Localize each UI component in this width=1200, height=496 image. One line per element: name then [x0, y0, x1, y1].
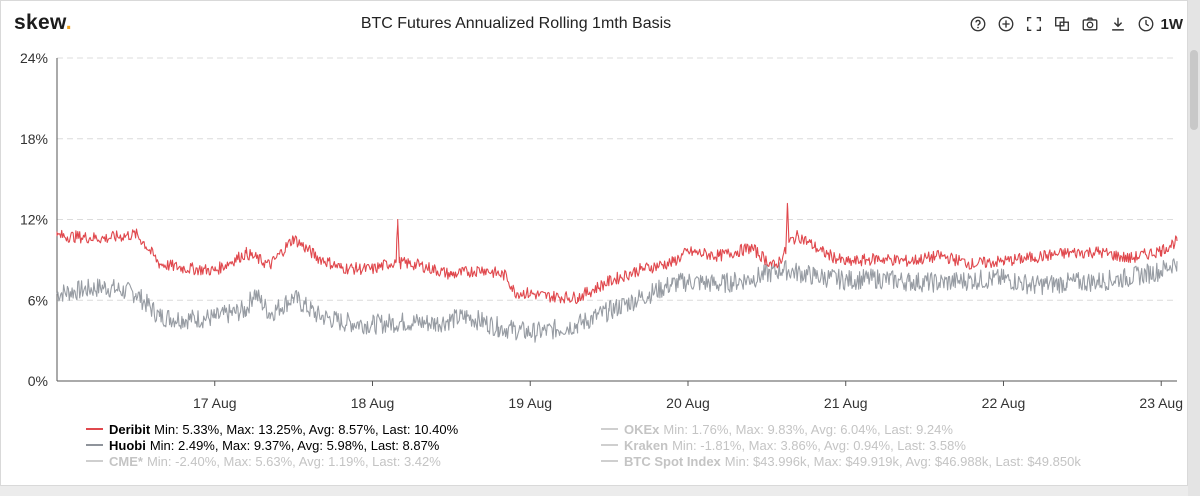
legend-swatch	[86, 428, 103, 430]
bottom-strip	[0, 486, 1188, 496]
y-tick-label: 0%	[28, 373, 48, 389]
vertical-scrollbar[interactable]	[1188, 0, 1200, 496]
download-icon[interactable]	[1107, 13, 1129, 35]
series-lines	[56, 202, 1178, 343]
x-tick-label: 18 Aug	[351, 395, 395, 411]
chart-panel: skew. BTC Futures Annualized Rolling 1mt…	[0, 0, 1188, 486]
legend-stats: Min: -2.40%, Max: 5.63%, Avg: 1.19%, Las…	[146, 453, 441, 469]
legend-series-name: BTC Spot Index	[624, 453, 721, 469]
chart-toolbar: 1W	[967, 13, 1184, 35]
x-axis	[56, 58, 1177, 382]
scrollbar-thumb[interactable]	[1190, 50, 1198, 130]
legend-right: OKEx Min: 1.76%, Max: 9.83%, Avg: 6.04%,…	[601, 421, 1081, 469]
legend-left: Deribit Min: 5.33%, Max: 13.25%, Avg: 8.…	[86, 421, 458, 469]
x-tick-label: 17 Aug	[193, 395, 237, 411]
legend-item-kraken[interactable]: Kraken Min: -1.81%, Max: 3.86%, Avg: 0.9…	[601, 437, 1081, 453]
legend-stats: Min: 1.76%, Max: 9.83%, Avg: 6.04%, Last…	[663, 421, 953, 437]
series-line-deribit	[56, 202, 1178, 305]
legend-series-name: Huobi	[109, 437, 146, 453]
chart-header: skew. BTC Futures Annualized Rolling 1mt…	[1, 1, 1189, 47]
y-tick-label: 24%	[20, 50, 48, 66]
skew-logo[interactable]: skew.	[14, 11, 72, 34]
legend-swatch	[601, 428, 618, 430]
x-tick-label: 19 Aug	[508, 395, 552, 411]
chart-title: BTC Futures Annualized Rolling 1mth Basi…	[360, 15, 672, 32]
add-icon[interactable]	[995, 13, 1017, 35]
grid-lines	[57, 57, 1177, 301]
legend-series-name: Kraken	[624, 437, 669, 453]
legend-swatch	[601, 444, 618, 446]
y-axis: 0% 6% 12% 18% 24%	[20, 50, 48, 389]
legend-stats: Min: $43.996k, Max: $49.919k, Avg: $46.9…	[724, 453, 1081, 469]
legend-item-okex[interactable]: OKEx Min: 1.76%, Max: 9.83%, Avg: 6.04%,…	[601, 421, 1081, 437]
x-tick-label: 20 Aug	[666, 395, 710, 411]
y-tick-label: 6%	[28, 292, 48, 308]
legend-series-name: OKEx	[624, 421, 660, 437]
x-tick-label: 22 Aug	[982, 395, 1026, 411]
camera-icon[interactable]	[1079, 13, 1101, 35]
legend-item-deribit[interactable]: Deribit Min: 5.33%, Max: 13.25%, Avg: 8.…	[86, 421, 458, 437]
legend-series-name: CME*	[109, 453, 143, 469]
legend-swatch	[86, 444, 103, 446]
legend-stats: Min: -1.81%, Max: 3.86%, Avg: 0.94%, Las…	[672, 437, 966, 453]
copy-icon[interactable]	[1051, 13, 1073, 35]
legend-item-btc-spot-index[interactable]: BTC Spot Index Min: $43.996k, Max: $49.9…	[601, 453, 1081, 469]
help-icon[interactable]	[967, 13, 989, 35]
x-tick-label: 23 Aug	[1139, 395, 1183, 411]
fullscreen-icon[interactable]	[1023, 13, 1045, 35]
y-tick-label: 12%	[20, 212, 48, 228]
line-chart: 0% 6% 12% 18% 24% 17 Aug 18 Aug 19 Aug 20 Aug 21…	[20, 50, 1183, 411]
legend-swatch	[86, 460, 103, 462]
legend-item-huobi[interactable]: Huobi Min: 2.49%, Max: 9.37%, Avg: 5.98%…	[86, 437, 458, 453]
legend-item-cme[interactable]: CME* Min: -2.40%, Max: 5.63%, Avg: 1.19%…	[86, 453, 458, 469]
x-tick-label: 21 Aug	[824, 395, 868, 411]
clock-icon[interactable]	[1135, 13, 1157, 35]
y-tick-label: 18%	[20, 131, 48, 147]
time-range-label[interactable]: 1W	[1160, 15, 1184, 33]
legend-series-name: Deribit	[109, 421, 151, 437]
series-line-huobi	[56, 258, 1178, 343]
legend-stats: Min: 2.49%, Max: 9.37%, Avg: 5.98%, Last…	[149, 437, 440, 453]
legend-stats: Min: 5.33%, Max: 13.25%, Avg: 8.57%, Las…	[154, 421, 459, 437]
time-range-selector[interactable]: 1W	[1135, 13, 1184, 35]
x-tick-labels: 17 Aug 18 Aug 19 Aug 20 Aug 21 Aug 22 Aug 23 A…	[193, 381, 1183, 411]
legend-swatch	[601, 460, 618, 462]
